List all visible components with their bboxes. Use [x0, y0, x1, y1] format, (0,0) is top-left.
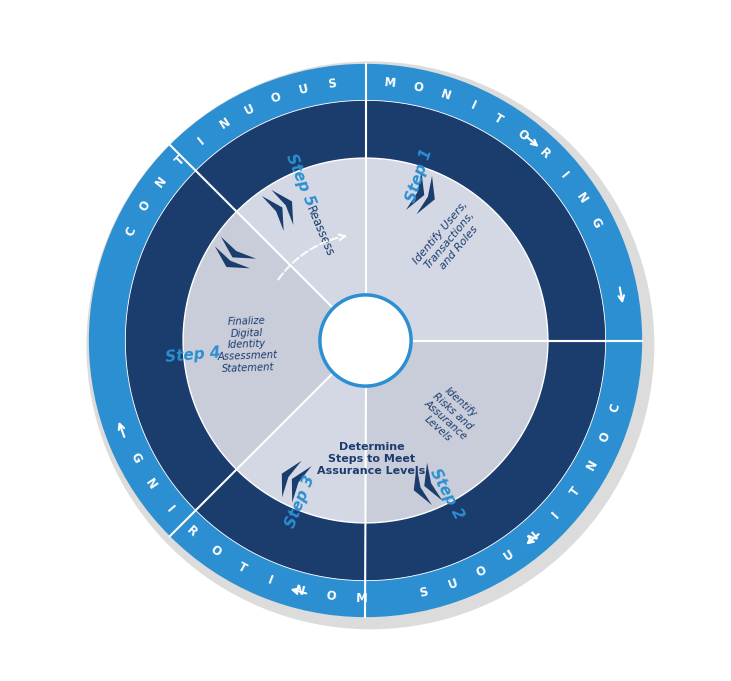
Text: R: R — [537, 146, 552, 162]
Text: I: I — [550, 509, 562, 522]
Text: O: O — [515, 127, 531, 144]
Text: Step 3: Step 3 — [283, 473, 318, 530]
Wedge shape — [196, 469, 366, 581]
Text: N: N — [439, 87, 453, 103]
Wedge shape — [366, 158, 548, 340]
Text: O: O — [208, 543, 224, 559]
Wedge shape — [366, 340, 548, 523]
Text: G: G — [588, 216, 604, 230]
Text: N: N — [153, 174, 170, 190]
Text: I: I — [558, 170, 570, 181]
Text: U: U — [298, 82, 310, 97]
Text: Reassess: Reassess — [303, 204, 336, 259]
Text: U: U — [501, 548, 516, 564]
Text: S: S — [417, 585, 429, 600]
Wedge shape — [237, 158, 366, 340]
Text: S: S — [327, 77, 337, 91]
Wedge shape — [89, 64, 642, 617]
Text: I: I — [266, 574, 275, 588]
Text: I: I — [196, 134, 208, 147]
Text: C: C — [124, 225, 139, 238]
Text: Determine
Steps to Meet
Assurance Levels: Determine Steps to Meet Assurance Levels — [317, 443, 425, 475]
Text: Identify
Risks and
Assurance
Levels: Identify Risks and Assurance Levels — [414, 381, 484, 450]
Text: U: U — [447, 576, 460, 591]
Polygon shape — [215, 247, 250, 268]
Wedge shape — [366, 100, 606, 340]
Text: T: T — [173, 153, 188, 168]
Text: R: R — [183, 524, 200, 539]
Text: O: O — [474, 563, 489, 580]
Polygon shape — [221, 237, 256, 259]
Text: G: G — [127, 451, 143, 465]
Text: I: I — [164, 503, 176, 516]
Text: T: T — [235, 560, 249, 575]
Text: Step 1: Step 1 — [404, 147, 435, 204]
Wedge shape — [196, 100, 366, 212]
Text: T: T — [568, 484, 583, 498]
Text: Finalize
Digital
Identity
Assessment
Statement: Finalize Digital Identity Assessment Sta… — [216, 315, 278, 374]
Text: T: T — [492, 111, 505, 127]
Text: Step 2: Step 2 — [427, 466, 466, 522]
Wedge shape — [183, 212, 366, 469]
Text: O: O — [412, 80, 425, 95]
Polygon shape — [292, 466, 311, 503]
Circle shape — [320, 295, 411, 386]
Text: M: M — [383, 76, 396, 91]
Text: Step 4: Step 4 — [164, 346, 221, 366]
Polygon shape — [271, 190, 293, 225]
Polygon shape — [262, 196, 284, 231]
Polygon shape — [414, 466, 432, 505]
Text: C: C — [607, 402, 623, 413]
Text: M: M — [355, 592, 368, 605]
Text: N: N — [293, 583, 306, 598]
Text: I: I — [469, 99, 478, 112]
Polygon shape — [417, 176, 435, 215]
Text: U: U — [243, 101, 257, 117]
Polygon shape — [406, 172, 424, 210]
Wedge shape — [125, 171, 237, 510]
Text: O: O — [137, 198, 153, 214]
Wedge shape — [237, 340, 366, 523]
Text: N: N — [584, 458, 600, 473]
Text: N: N — [143, 477, 159, 492]
Text: O: O — [269, 90, 283, 106]
Polygon shape — [424, 462, 442, 501]
Wedge shape — [366, 340, 606, 581]
Text: N: N — [573, 191, 589, 206]
Text: Step 5: Step 5 — [283, 151, 318, 208]
Text: O: O — [597, 430, 613, 444]
Text: O: O — [325, 590, 336, 603]
Text: N: N — [526, 529, 542, 545]
Polygon shape — [282, 461, 302, 497]
Text: Identify Users,
Transactions,
and Roles: Identify Users, Transactions, and Roles — [412, 200, 488, 281]
Circle shape — [86, 61, 654, 629]
Text: N: N — [217, 116, 232, 132]
